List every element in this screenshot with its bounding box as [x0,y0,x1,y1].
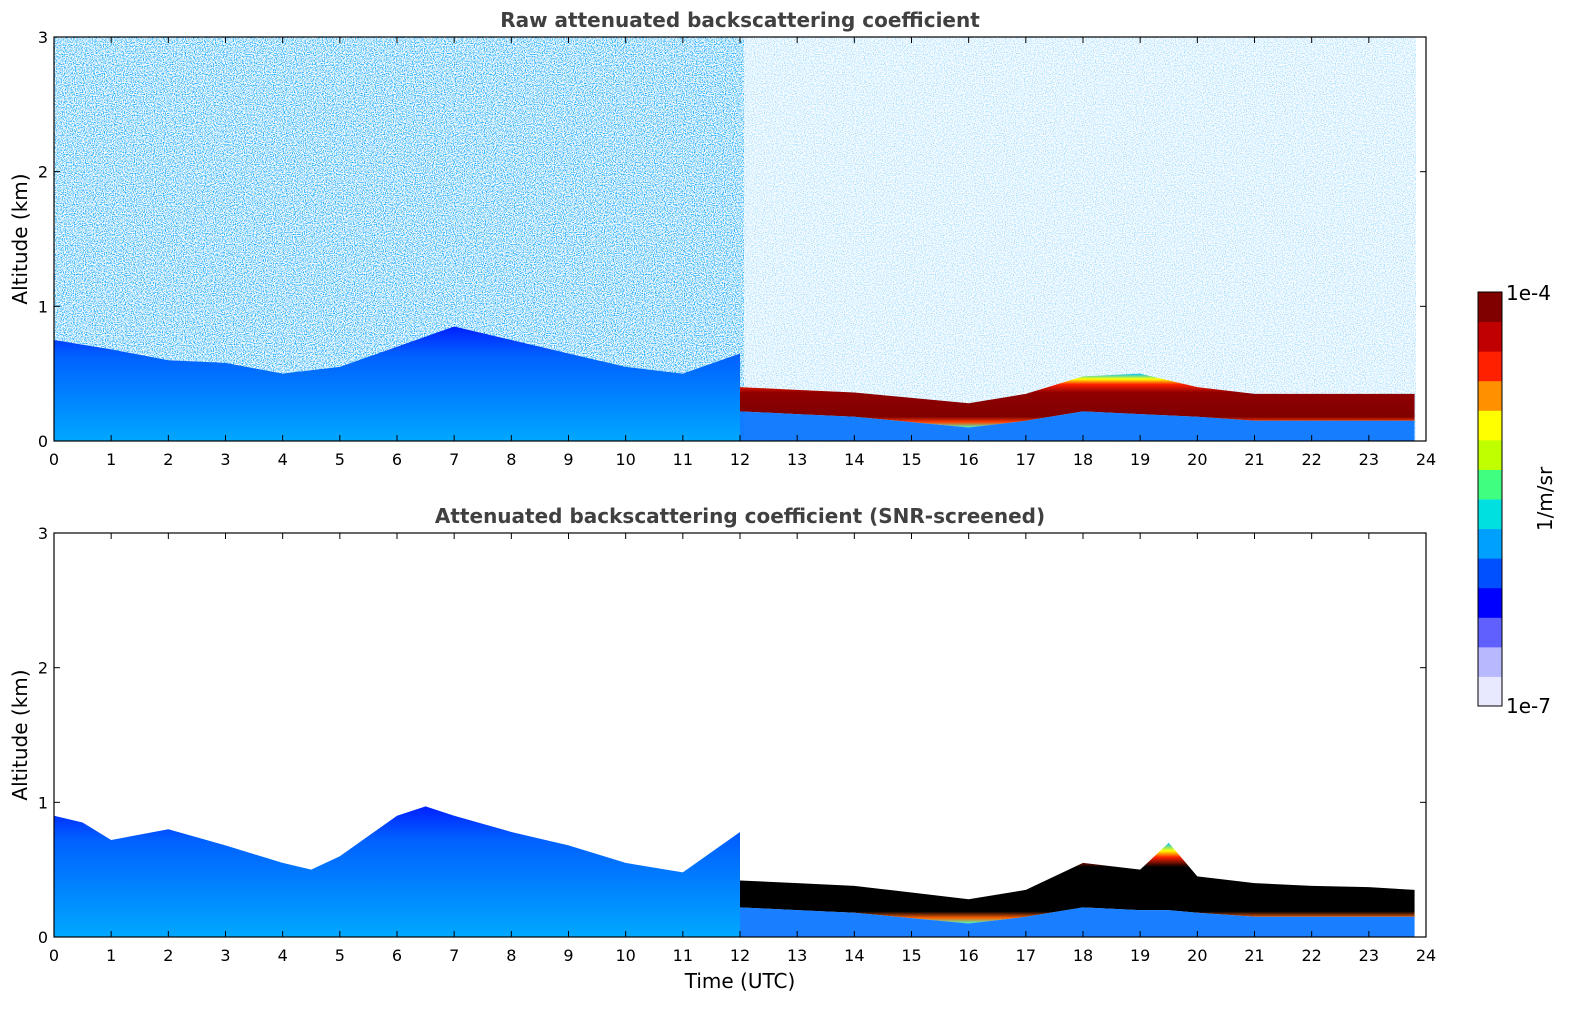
x-tick-label: 18 [1073,450,1093,469]
x-tick-label: 1 [106,450,116,469]
colorbar-band [1478,292,1502,323]
x-tick-label: 6 [392,946,402,965]
colorbar-bands [1478,292,1502,707]
x-tick-label: 7 [449,450,459,469]
x-tick-label: 16 [958,450,978,469]
x-tick-label: 24 [1416,946,1436,965]
colorbar-band [1478,439,1502,470]
x-tick-label: 0 [49,946,59,965]
x-tick-label: 15 [901,450,921,469]
x-tick-label: 22 [1301,450,1321,469]
x-tick-label: 2 [163,946,173,965]
colorbar: 1e-4 1e-7 1/m/sr [1477,281,1557,718]
x-tick-label: 21 [1244,450,1264,469]
top-boundary-layer [54,326,740,441]
y-tick-label: 2 [38,659,48,678]
top-noise-right [744,37,1416,441]
x-tick-label: 3 [220,450,230,469]
colorbar-band [1478,558,1502,589]
y-tick-label: 1 [38,793,48,812]
x-tick-label: 23 [1359,946,1379,965]
bottom-x-axis-label: Time (UTC) [684,969,796,993]
colorbar-band [1478,587,1502,618]
colorbar-band [1478,410,1502,441]
colorbar-frame [1477,291,1503,707]
raw-backscatter-panel: Raw attenuated backscattering coefficien… [8,8,1436,469]
x-tick-label: 20 [1187,946,1207,965]
x-tick-label: 9 [563,946,573,965]
bottom-y-axis-label: Altitude (km) [8,669,32,800]
colorbar-band [1478,499,1502,530]
bottom-cloud-layer [740,842,1415,924]
colorbar-band [1478,617,1502,648]
x-tick-label: 5 [335,450,345,469]
x-tick-label: 11 [673,450,693,469]
x-tick-label: 4 [278,450,288,469]
bottom-below-cloud-signal [740,907,1415,937]
x-tick-label: 13 [787,946,807,965]
x-tick-label: 3 [220,946,230,965]
bottom-x-axis: 0 1 2 3 4 5 6 7 8 9 10 11 12 13 14 15 16 17 18 19 20 21 22 23 24 [49,533,1436,965]
top-y-axis-label: Altitude (km) [8,173,32,304]
x-tick-label: 5 [335,946,345,965]
x-tick-label: 2 [163,450,173,469]
x-tick-label: 9 [563,450,573,469]
x-tick-label: 17 [1016,450,1036,469]
colorbar-band [1478,646,1502,677]
x-tick-label: 8 [506,450,516,469]
x-tick-label: 24 [1416,450,1436,469]
bottom-panel-title: Attenuated backscattering coefficient (S… [435,504,1045,528]
x-tick-label: 14 [844,946,864,965]
top-y-axis: 0 1 2 3 [38,28,1426,451]
colorbar-max-label: 1e-4 [1506,281,1551,305]
x-tick-label: 22 [1301,946,1321,965]
x-tick-label: 18 [1073,946,1093,965]
x-tick-label: 7 [449,946,459,965]
x-tick-label: 12 [730,946,750,965]
x-tick-label: 20 [1187,450,1207,469]
x-tick-label: 19 [1130,450,1150,469]
x-tick-label: 21 [1244,946,1264,965]
x-tick-label: 8 [506,946,516,965]
colorbar-band [1478,380,1502,411]
colorbar-min-label: 1e-7 [1506,694,1551,718]
x-tick-label: 23 [1359,450,1379,469]
top-panel-title: Raw attenuated backscattering coefficien… [500,8,980,32]
snr-screened-panel: Attenuated backscattering coefficient (S… [8,504,1436,993]
y-tick-label: 2 [38,163,48,182]
colorbar-band [1478,321,1502,352]
colorbar-band [1478,676,1502,707]
y-tick-label: 3 [38,524,48,543]
x-tick-label: 1 [106,946,116,965]
colorbar-band [1478,351,1502,382]
bottom-y-axis: 0 1 2 3 [38,524,1426,947]
top-cloud-layer [740,373,1415,428]
x-tick-label: 19 [1130,946,1150,965]
y-tick-label: 0 [38,432,48,451]
x-tick-label: 6 [392,450,402,469]
x-tick-label: 16 [958,946,978,965]
x-tick-label: 11 [673,946,693,965]
bottom-boundary-layer [54,806,740,937]
x-tick-label: 17 [1016,946,1036,965]
x-tick-label: 14 [844,450,864,469]
x-tick-label: 4 [278,946,288,965]
y-tick-label: 3 [38,28,48,47]
colorbar-band [1478,469,1502,500]
x-tick-label: 12 [730,450,750,469]
x-tick-label: 10 [615,450,635,469]
colorbar-band [1478,528,1502,559]
top-x-axis: 0 1 2 3 4 5 6 7 8 9 10 11 12 13 14 15 16 17 18 19 20 21 22 23 24 [49,37,1436,469]
x-tick-label: 0 [49,450,59,469]
x-tick-label: 15 [901,946,921,965]
top-below-cloud-signal [740,411,1415,441]
y-tick-label: 0 [38,928,48,947]
x-tick-label: 10 [615,946,635,965]
x-tick-label: 13 [787,450,807,469]
y-tick-label: 1 [38,297,48,316]
colorbar-unit-label: 1/m/sr [1533,466,1557,531]
